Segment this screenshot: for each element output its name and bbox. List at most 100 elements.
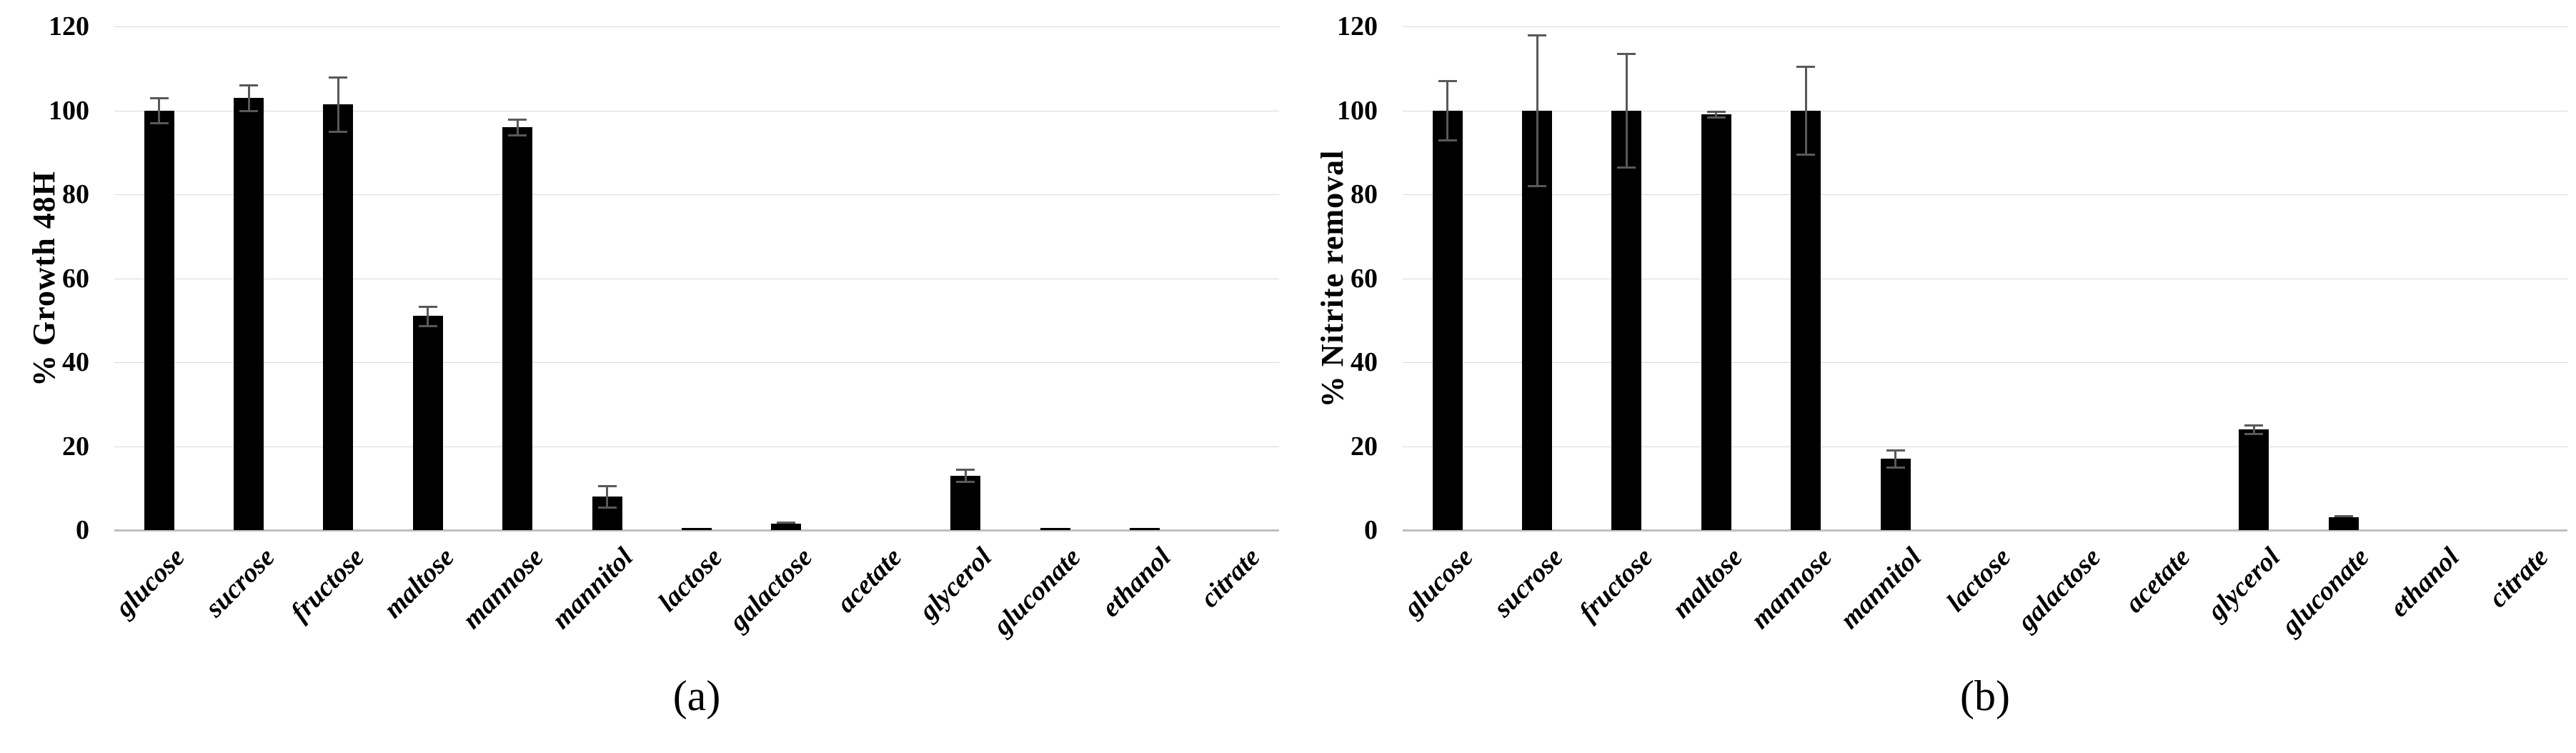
error-bar-cap — [1438, 139, 1457, 141]
x-category-label-lactose: lactose — [1941, 542, 2017, 618]
error-bar-cap — [239, 109, 259, 112]
x-category-label-citrate: citrate — [1194, 542, 1266, 614]
plot-area: 0 20 40 60 80 100 120 glucose sucrose fructose mal… — [1337, 13, 2567, 641]
error-bar-glucose — [158, 97, 161, 124]
y-tick-label: 120 — [1337, 11, 1378, 41]
x-category-label-mannose: mannose — [1744, 542, 1838, 635]
error-bar-cap — [1706, 111, 1726, 114]
error-bar-cap — [149, 96, 169, 99]
y-tick-label: 100 — [49, 95, 89, 126]
error-bar-cap — [329, 130, 348, 133]
gridline — [1403, 362, 2567, 363]
gridline — [1403, 26, 2567, 27]
bar-glycerol — [950, 475, 981, 530]
y-tick-label: 80 — [62, 179, 89, 209]
error-bar-mannitol — [1894, 450, 1897, 467]
error-bar-cap — [1886, 466, 1905, 469]
error-bar-cap — [1528, 185, 1547, 188]
error-bar-cap — [1617, 166, 1636, 169]
y-tick-label: 20 — [62, 431, 89, 462]
x-category-label-galactose: galactose — [2011, 542, 2107, 637]
x-axis-line — [1403, 529, 2567, 532]
y-tick-label: 60 — [1351, 263, 1378, 294]
x-category-label-acetate: acetate — [830, 542, 908, 619]
error-bar-cap — [1796, 65, 1816, 68]
x-category-label-fructose: fructose — [1573, 542, 1659, 627]
bar-sucrose — [234, 97, 264, 530]
x-axis-line — [114, 529, 1279, 532]
gridline — [1403, 194, 2567, 195]
error-bar-cap — [597, 506, 617, 509]
error-bar-cap — [597, 485, 617, 488]
y-tick-label: 80 — [1351, 179, 1378, 209]
bar-glucose — [144, 110, 174, 530]
bar-maltose — [412, 316, 443, 530]
error-bar-cap — [1886, 449, 1905, 452]
bar-galactose — [771, 524, 802, 530]
plot-area: 0 20 40 60 80 100 120 glucose sucrose fructose mal… — [49, 13, 1279, 641]
error-bar-cap — [1706, 116, 1726, 119]
error-bar-cap — [1528, 34, 1547, 36]
error-bar-mannose — [1804, 66, 1807, 155]
error-bar-cap — [2244, 432, 2264, 435]
error-bar-maltose — [427, 306, 429, 326]
x-category-label-ethanol: ethanol — [2384, 542, 2465, 624]
panel-caption: (b) — [1960, 672, 2010, 719]
x-category-label-acetate: acetate — [2119, 542, 2197, 619]
error-bar-mannitol — [606, 486, 609, 507]
error-bar-fructose — [337, 76, 339, 131]
y-tick-label: 120 — [49, 11, 89, 41]
error-bar-cap — [329, 76, 348, 79]
x-category-label-fructose: fructose — [284, 542, 370, 627]
gridline — [114, 26, 1279, 27]
x-category-label-mannitol: mannitol — [546, 542, 640, 635]
x-category-label-glycerol: glycerol — [2201, 542, 2286, 627]
y-tick-label: 0 — [76, 515, 89, 545]
error-bar-cap — [956, 468, 975, 471]
error-bar-mannose — [516, 119, 519, 135]
y-tick-label: 40 — [62, 347, 89, 377]
error-bar-cap — [2334, 515, 2353, 518]
x-category-label-maltose: maltose — [377, 542, 460, 624]
x-category-label-glucose: glucose — [109, 542, 192, 623]
gridline — [114, 362, 1279, 363]
error-bar-glycerol — [964, 469, 967, 482]
bar-glucose — [1432, 110, 1463, 530]
error-bar-cap — [2244, 424, 2264, 427]
error-bar-glycerol — [2252, 425, 2255, 434]
y-tick-label: 0 — [1364, 515, 1378, 545]
bar-gluconate — [1040, 528, 1070, 530]
error-bar-cap — [777, 521, 796, 524]
gridline — [114, 194, 1279, 195]
error-bar-sucrose — [247, 85, 250, 111]
y-tick-label: 60 — [62, 263, 89, 294]
y-tick-label: 20 — [1351, 431, 1378, 462]
error-bar-fructose — [1625, 54, 1628, 167]
chart-panel-b: % Nitrite removal 0 20 40 60 80 100 120 glucose… — [1288, 0, 2576, 753]
x-category-label-gluconate: gluconate — [988, 542, 1087, 642]
bar-glycerol — [2239, 429, 2269, 530]
x-category-label-galactose: galactose — [723, 542, 818, 637]
x-category-label-mannose: mannose — [456, 542, 549, 635]
bar-fructose — [323, 104, 354, 530]
bar-maltose — [1701, 114, 1731, 530]
x-category-label-ethanol: ethanol — [1095, 542, 1177, 624]
x-category-label-mannitol: mannitol — [1834, 542, 1928, 635]
bar-mannitol — [1880, 459, 1911, 530]
error-bar-glucose — [1446, 81, 1449, 140]
panel-caption: (a) — [672, 672, 721, 719]
bar-lactose — [682, 528, 712, 530]
x-category-label-sucrose: sucrose — [199, 542, 281, 624]
error-bar-cap — [418, 324, 437, 327]
x-category-label-citrate: citrate — [2482, 542, 2555, 614]
error-bar-cap — [1796, 154, 1816, 156]
bar-ethanol — [1129, 528, 1160, 530]
x-category-label-glycerol: glycerol — [912, 542, 998, 627]
error-bar-sucrose — [1536, 34, 1538, 186]
error-bar-cap — [508, 134, 527, 136]
error-bar-cap — [508, 119, 527, 121]
bar-mannose — [1791, 110, 1821, 530]
bar-gluconate — [2328, 517, 2359, 530]
x-category-label-gluconate: gluconate — [2276, 542, 2375, 642]
error-bar-cap — [149, 122, 169, 125]
